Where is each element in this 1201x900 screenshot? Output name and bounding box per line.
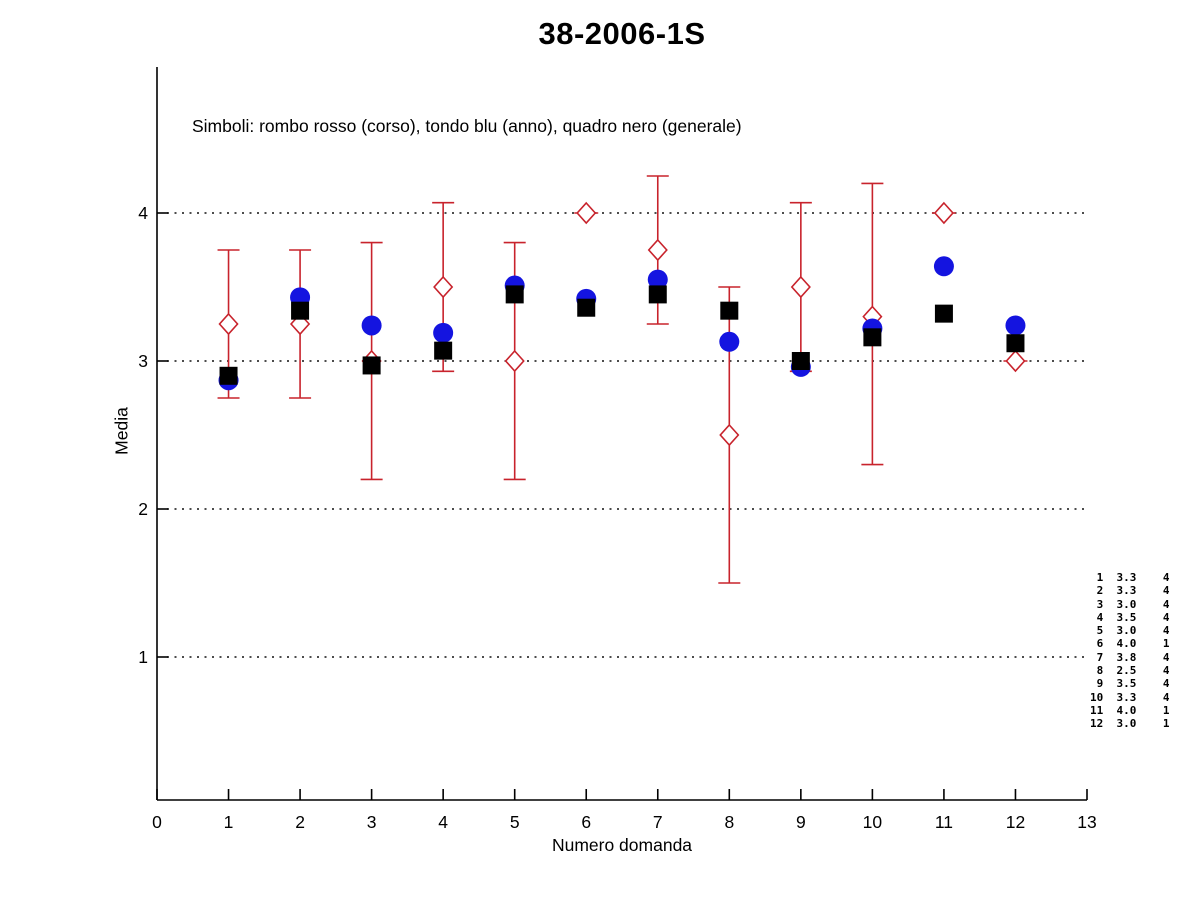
circle-marker-anno [433, 322, 454, 343]
diamond-marker-corso [1005, 349, 1026, 373]
circle-marker-anno [933, 256, 954, 277]
summary-table-row: 6 4.0 1 [1090, 637, 1170, 651]
square-marker-generale [863, 328, 882, 347]
square-marker-generale [362, 356, 381, 375]
x-tick-label: 10 [863, 812, 883, 832]
circle-marker-anno [1005, 315, 1026, 336]
x-tick-label: 12 [1006, 812, 1025, 832]
legend-text: Simboli: rombo rosso (corso), tondo blu … [192, 116, 742, 136]
x-tick-label: 4 [438, 812, 448, 832]
summary-table-row: 12 3.0 1 [1090, 717, 1170, 731]
square-marker-generale [648, 285, 667, 304]
diamond-marker-corso [790, 275, 811, 299]
y-tick-label: 1 [138, 647, 148, 667]
square-marker-generale [219, 366, 238, 385]
summary-table-row: 1 3.3 4 [1090, 571, 1170, 584]
square-marker-generale [577, 298, 596, 317]
x-tick-label: 2 [295, 812, 305, 832]
diamond-marker-corso [218, 312, 239, 336]
x-tick-label: 9 [796, 812, 806, 832]
x-tick-label: 8 [724, 812, 734, 832]
circle-marker-anno [719, 331, 740, 352]
x-tick-label: 6 [581, 812, 591, 832]
x-tick-label: 1 [224, 812, 234, 832]
diamond-marker-corso [647, 238, 668, 262]
diamond-marker-corso [933, 201, 954, 225]
x-tick-label: 13 [1077, 812, 1096, 832]
x-tick-label: 0 [152, 812, 162, 832]
square-marker-generale [934, 304, 953, 323]
square-marker-generale [1006, 334, 1025, 353]
x-tick-label: 7 [653, 812, 663, 832]
square-marker-generale [791, 352, 810, 370]
diamond-marker-corso [504, 349, 525, 373]
chart-title: 38-2006-1S [538, 16, 706, 51]
summary-table-row: 4 3.5 4 [1090, 610, 1170, 624]
summary-table-row: 10 3.3 4 [1090, 690, 1170, 704]
summary-table-row: 9 3.5 4 [1090, 677, 1170, 691]
x-tick-label: 5 [510, 812, 520, 832]
summary-table-row: 11 4.0 1 [1090, 703, 1170, 717]
summary-table-row: 8 2.5 4 [1090, 664, 1170, 678]
summary-table-row: 7 3.8 4 [1090, 650, 1170, 664]
summary-table: 1 3.3 4 2 3.3 4 3 3.0 4 4 3.5 4 5 3.0 4 … [1090, 571, 1169, 731]
square-marker-generale [505, 285, 524, 304]
diamond-marker-corso [433, 275, 454, 299]
y-tick-label: 4 [138, 203, 148, 223]
square-marker-generale [720, 301, 739, 320]
y-tick-label: 3 [138, 351, 148, 371]
square-marker-generale [434, 341, 453, 360]
diamond-marker-corso [719, 423, 740, 447]
x-tick-label: 3 [367, 812, 377, 832]
y-axis-label: Media [111, 407, 132, 455]
diamond-marker-corso [576, 201, 597, 225]
x-axis-label: Numero domanda [551, 835, 693, 855]
summary-table-row: 2 3.3 4 [1090, 584, 1170, 598]
square-marker-generale [291, 301, 310, 320]
circle-marker-anno [647, 269, 668, 290]
y-tick-label: 2 [138, 499, 148, 519]
summary-table-row: 3 3.0 4 [1090, 597, 1170, 611]
circle-marker-anno [361, 315, 382, 336]
summary-table-row: 5 3.0 4 [1090, 624, 1170, 638]
x-tick-label: 11 [935, 812, 953, 832]
